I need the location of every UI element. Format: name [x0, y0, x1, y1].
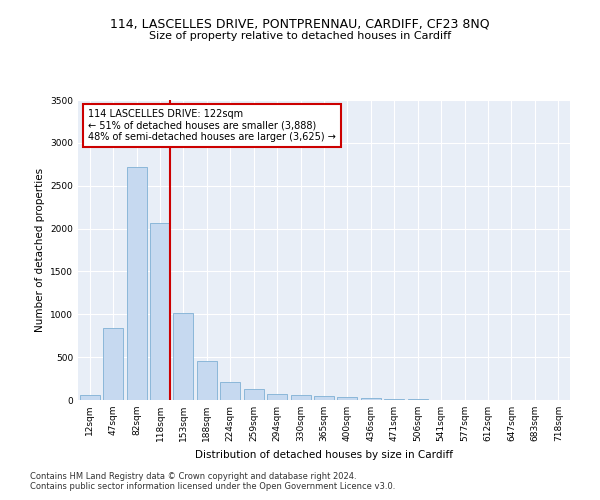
Bar — [127, 167, 146, 400]
Bar — [408, 399, 428, 400]
Text: 114 LASCELLES DRIVE: 122sqm
← 51% of detached houses are smaller (3,888)
48% of : 114 LASCELLES DRIVE: 122sqm ← 51% of det… — [88, 109, 336, 142]
Text: 114, LASCELLES DRIVE, PONTPRENNAU, CARDIFF, CF23 8NQ: 114, LASCELLES DRIVE, PONTPRENNAU, CARDI… — [110, 18, 490, 30]
Text: Contains public sector information licensed under the Open Government Licence v3: Contains public sector information licen… — [30, 482, 395, 491]
Bar — [150, 224, 170, 400]
Bar — [314, 396, 334, 400]
X-axis label: Distribution of detached houses by size in Cardiff: Distribution of detached houses by size … — [195, 450, 453, 460]
Bar — [337, 398, 358, 400]
Bar — [103, 328, 123, 400]
Bar — [290, 396, 311, 400]
Bar — [220, 382, 240, 400]
Bar — [385, 398, 404, 400]
Bar — [361, 398, 381, 400]
Text: Size of property relative to detached houses in Cardiff: Size of property relative to detached ho… — [149, 31, 451, 41]
Bar — [267, 394, 287, 400]
Bar — [173, 314, 193, 400]
Text: Contains HM Land Registry data © Crown copyright and database right 2024.: Contains HM Land Registry data © Crown c… — [30, 472, 356, 481]
Bar — [80, 395, 100, 400]
Bar — [244, 389, 263, 400]
Bar — [197, 361, 217, 400]
Y-axis label: Number of detached properties: Number of detached properties — [35, 168, 44, 332]
